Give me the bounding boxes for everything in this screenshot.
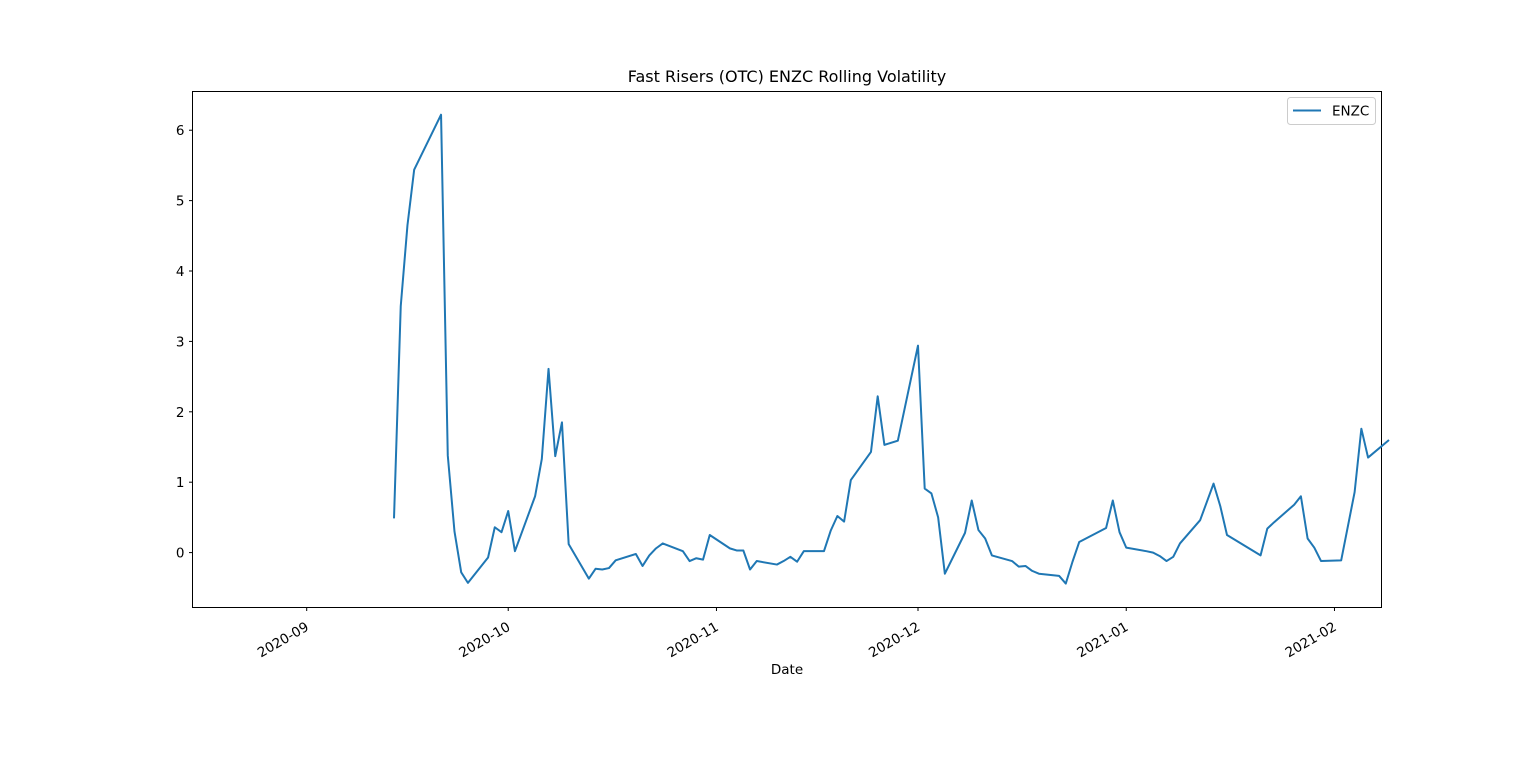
x-axis-label: Date xyxy=(771,662,803,678)
y-tick-label: 1 xyxy=(176,475,185,491)
y-tick-label: 4 xyxy=(176,264,185,280)
x-tick-label: 2020-10 xyxy=(456,619,513,661)
x-tick-label: 2020-09 xyxy=(255,619,312,661)
series-line-enzc xyxy=(392,113,1390,585)
y-tick-label: 5 xyxy=(176,194,185,210)
y-tick-label: 6 xyxy=(176,123,185,139)
plot-frame xyxy=(192,91,1382,608)
y-tick-label: 0 xyxy=(176,546,185,562)
x-tick-label: 2021-01 xyxy=(1074,619,1131,661)
y-tick-label: 2 xyxy=(176,405,185,421)
y-tick-label: 3 xyxy=(176,334,185,350)
x-tick-label: 2020-11 xyxy=(665,619,722,661)
chart-title: Fast Risers (OTC) ENZC Rolling Volatilit… xyxy=(628,67,946,86)
x-tick-label: 2021-02 xyxy=(1283,619,1340,661)
y-axis-ticks: 0 1 2 3 4 5 6 xyxy=(176,123,193,562)
x-axis-ticks: 2020-09 2020-10 2020-11 2020-12 2021-01 2021-… xyxy=(255,607,1340,661)
legend-box xyxy=(1287,97,1376,125)
legend: ENZC xyxy=(1287,97,1376,125)
x-tick-label: 2020-12 xyxy=(866,619,923,661)
series-layer xyxy=(392,113,1390,585)
legend-label-enzc: ENZC xyxy=(1332,104,1369,120)
